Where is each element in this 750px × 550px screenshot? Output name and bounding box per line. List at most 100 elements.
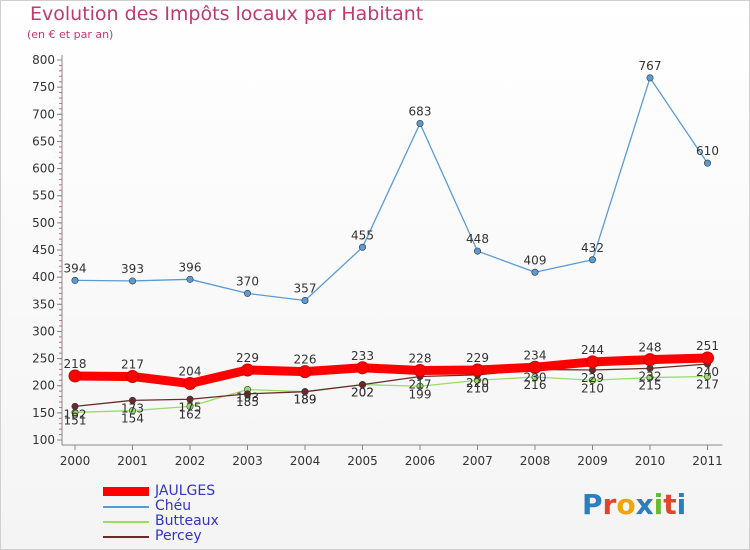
logo-letter: r <box>602 488 617 521</box>
y-tick-label: 300 <box>32 324 55 338</box>
y-tick-label: 350 <box>32 297 55 311</box>
data-point-chéu <box>703 159 711 167</box>
y-tick-label: 450 <box>32 243 55 257</box>
data-label-jaulges: 234 <box>524 348 547 362</box>
data-label-jaulges: 229 <box>236 351 259 365</box>
y-tick-label: 400 <box>32 270 55 284</box>
data-label-butteaux: 216 <box>524 378 547 392</box>
legend-label: Butteaux <box>155 513 219 529</box>
data-label-percey: 232 <box>639 369 662 383</box>
x-tick-label: 2005 <box>347 454 378 468</box>
data-label-chéu: 370 <box>236 274 259 288</box>
data-point-jaulges <box>586 355 599 369</box>
x-tick-label: 2004 <box>290 454 321 468</box>
data-label-butteaux: 199 <box>409 387 432 401</box>
data-point-jaulges <box>241 363 254 377</box>
x-tick-label: 2009 <box>577 454 608 468</box>
data-label-jaulges: 226 <box>294 353 317 367</box>
data-point-jaulges <box>68 369 82 383</box>
x-tick-label: 2008 <box>520 454 551 468</box>
data-label-percey: 175 <box>179 400 202 414</box>
data-label-jaulges: 248 <box>639 341 662 355</box>
data-point-percey <box>71 402 79 410</box>
data-point-butteaux <box>129 407 137 415</box>
y-tick-label: 700 <box>32 107 55 121</box>
data-point-chéu <box>416 120 424 128</box>
legend-item: Chéu <box>103 499 219 514</box>
data-label-jaulges: 228 <box>409 352 432 366</box>
data-point-chéu <box>588 256 596 264</box>
data-label-jaulges: 229 <box>466 351 489 365</box>
legend: JAULGES Chéu Butteaux Percey <box>103 484 219 544</box>
data-label-chéu: 610 <box>696 144 719 158</box>
legend-swatch <box>103 535 149 538</box>
logo-letter: i <box>653 488 664 521</box>
legend-label: JAULGES <box>155 483 216 499</box>
data-label-butteaux: 210 <box>466 381 489 395</box>
data-point-percey <box>244 390 252 398</box>
legend-swatch <box>103 487 149 496</box>
data-label-jaulges: 251 <box>696 339 719 353</box>
data-label-jaulges: 217 <box>121 357 144 371</box>
data-point-jaulges <box>643 353 657 367</box>
series-line-jaulges <box>74 353 708 389</box>
y-tick-label: 500 <box>32 216 55 230</box>
data-label-chéu: 432 <box>581 241 604 255</box>
data-label-butteaux: 202 <box>351 386 374 400</box>
data-point-percey <box>358 381 366 389</box>
legend-item: Percey <box>103 529 219 544</box>
data-point-butteaux <box>416 382 424 390</box>
logo-letter: x <box>635 488 654 521</box>
data-point-chéu <box>531 268 539 276</box>
data-label-percey: 220 <box>466 376 489 390</box>
data-label-percey: 185 <box>236 395 259 409</box>
data-label-butteaux: 193 <box>236 391 259 405</box>
data-point-butteaux <box>703 372 711 380</box>
data-label-chéu: 448 <box>466 232 489 246</box>
data-label-percey: 240 <box>696 365 719 379</box>
data-label-percey: 217 <box>409 377 432 391</box>
data-label-percey: 230 <box>524 370 547 384</box>
data-point-butteaux <box>646 374 654 382</box>
y-tick-label: 650 <box>32 134 55 148</box>
y-tick-label: 100 <box>32 433 55 447</box>
data-point-chéu <box>186 275 194 283</box>
legend-swatch <box>103 505 149 508</box>
logo-letter: o <box>616 488 636 521</box>
data-label-butteaux: 162 <box>179 407 202 421</box>
data-label-percey: 189 <box>294 393 317 407</box>
data-label-butteaux: 154 <box>121 412 144 426</box>
y-tick-label: 750 <box>32 80 55 94</box>
data-label-percey: 229 <box>581 371 604 385</box>
data-point-chéu <box>473 247 481 255</box>
data-point-chéu <box>129 277 137 285</box>
legend-label: Percey <box>155 528 202 544</box>
data-label-percey: 173 <box>121 401 144 415</box>
data-label-butteaux: 189 <box>294 393 317 407</box>
data-label-chéu: 409 <box>524 253 547 267</box>
data-label-chéu: 455 <box>351 228 374 242</box>
data-label-butteaux: 217 <box>696 377 719 391</box>
x-tick-label: 2010 <box>635 454 666 468</box>
data-point-jaulges <box>528 360 542 374</box>
data-point-jaulges <box>701 351 714 365</box>
x-tick-label: 2000 <box>60 454 91 468</box>
y-tick-label: 800 <box>32 53 55 67</box>
data-label-jaulges: 204 <box>179 365 202 379</box>
x-tick-label: 2002 <box>175 454 206 468</box>
logo-letter: P <box>582 488 603 521</box>
y-tick-label: 600 <box>32 162 55 176</box>
series-line-percey <box>74 363 708 407</box>
y-tick-label: 150 <box>32 406 55 420</box>
data-label-chéu: 767 <box>639 59 662 73</box>
data-point-butteaux <box>531 373 539 381</box>
y-tick-label: 250 <box>32 352 55 366</box>
legend-swatch <box>103 520 149 523</box>
data-point-percey <box>301 388 309 396</box>
data-label-jaulges: 218 <box>64 357 87 371</box>
x-tick-label: 2011 <box>692 454 723 468</box>
data-label-percey: 162 <box>64 407 87 421</box>
y-tick-label: 200 <box>32 379 55 393</box>
legend-label: Chéu <box>155 498 192 514</box>
